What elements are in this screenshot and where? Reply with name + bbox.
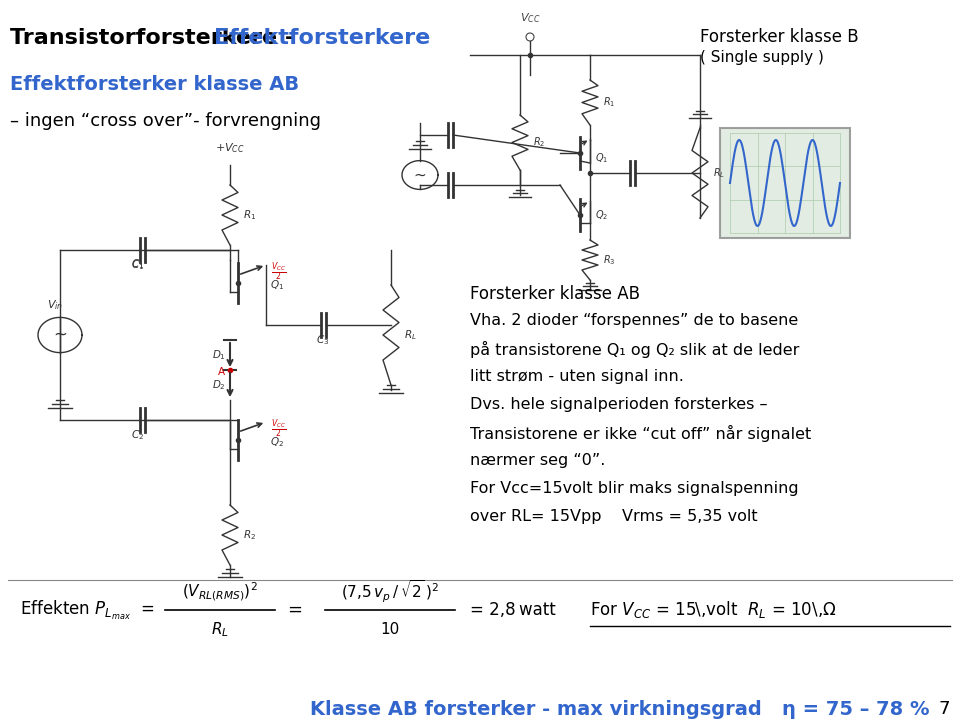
Text: ( Single supply ): ( Single supply ) [700, 50, 824, 65]
Text: 7: 7 [939, 700, 950, 718]
Text: +$V_{CC}$: +$V_{CC}$ [215, 141, 245, 155]
Text: $D_2$: $D_2$ [212, 378, 226, 392]
Text: Dvs. hele signalperioden forsterkes –: Dvs. hele signalperioden forsterkes – [470, 397, 767, 412]
Text: $Q_1$: $Q_1$ [595, 151, 609, 165]
Text: – ingen “cross over”- forvrengning: – ingen “cross over”- forvrengning [10, 112, 321, 130]
Text: $V_{in}$: $V_{in}$ [47, 298, 63, 312]
Text: $V_{CC}$: $V_{CC}$ [519, 11, 540, 25]
Text: $Q_2$: $Q_2$ [270, 435, 284, 448]
Text: $(7{,}5\,v_p\,/\,\sqrt{2}\,)^2$: $(7{,}5\,v_p\,/\,\sqrt{2}\,)^2$ [341, 579, 439, 605]
Text: $C_2$: $C_2$ [132, 428, 145, 442]
Text: $D_1$: $D_1$ [212, 348, 226, 362]
Text: Effektforsterkere: Effektforsterkere [214, 28, 430, 48]
Text: $Q_2$: $Q_2$ [595, 208, 609, 222]
Text: ~: ~ [414, 167, 426, 183]
Text: For $V_{CC}$ = 15\,volt  $R_L$ = 10\,$\Omega$: For $V_{CC}$ = 15\,volt $R_L$ = 10\,$\Om… [590, 599, 836, 620]
Text: $R_3$: $R_3$ [603, 253, 615, 267]
Text: Transistorene er ikke “cut off” når signalet: Transistorene er ikke “cut off” når sign… [470, 425, 811, 442]
Text: Klasse AB forsterker - max virkningsgrad   η = 75 – 78 %: Klasse AB forsterker - max virkningsgrad… [310, 700, 929, 719]
Text: $R_1$: $R_1$ [243, 208, 256, 222]
Text: Vha. 2 dioder “forspennes” de to basene: Vha. 2 dioder “forspennes” de to basene [470, 313, 799, 328]
Text: $C_1$: $C_1$ [132, 258, 145, 272]
Text: $R_2$: $R_2$ [533, 135, 545, 149]
Text: =: = [287, 601, 302, 619]
Text: 10: 10 [380, 622, 399, 638]
Text: på transistorene Q₁ og Q₂ slik at de leder: på transistorene Q₁ og Q₂ slik at de led… [470, 341, 800, 358]
Text: $R_2$: $R_2$ [243, 528, 256, 542]
Text: Effektforsterker klasse AB: Effektforsterker klasse AB [10, 75, 300, 94]
Text: $R_L$: $R_L$ [211, 621, 228, 639]
Text: ~: ~ [53, 326, 67, 344]
Text: Forsterker klasse AB: Forsterker klasse AB [470, 285, 640, 303]
Text: Effekten $P_{L_{max}}$  =: Effekten $P_{L_{max}}$ = [20, 598, 155, 622]
Text: $R_L$: $R_L$ [713, 166, 725, 180]
Text: $\frac{V_{CC}}{2}$: $\frac{V_{CC}}{2}$ [271, 260, 286, 282]
Text: = 2,8 watt: = 2,8 watt [470, 601, 556, 619]
Text: A: A [218, 367, 226, 377]
Text: For Vcc=15volt blir maks signalspenning: For Vcc=15volt blir maks signalspenning [470, 481, 799, 496]
Text: $\frac{V_{CC}}{2}$: $\frac{V_{CC}}{2}$ [271, 417, 286, 440]
Text: $Q_1$: $Q_1$ [270, 278, 284, 292]
Text: $(V_{RL(RMS)})^2$: $(V_{RL(RMS)})^2$ [182, 581, 258, 604]
Text: $R_1$: $R_1$ [603, 95, 615, 109]
Bar [720, 128, 850, 238]
Text: $C_1$: $C_1$ [132, 257, 145, 271]
Text: Transistorforsterkere -: Transistorforsterkere - [10, 28, 302, 48]
Text: Forsterker klasse B: Forsterker klasse B [700, 28, 858, 46]
Text: nærmer seg “0”.: nærmer seg “0”. [470, 453, 606, 468]
Text: litt strøm - uten signal inn.: litt strøm - uten signal inn. [470, 369, 684, 384]
Text: over RL= 15Vpp    Vrms = 5,35 volt: over RL= 15Vpp Vrms = 5,35 volt [470, 509, 757, 524]
Text: $C_3$: $C_3$ [317, 333, 329, 347]
Text: $R_L$: $R_L$ [404, 328, 417, 342]
